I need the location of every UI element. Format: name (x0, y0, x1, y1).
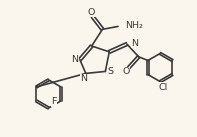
Text: O: O (88, 8, 95, 17)
Text: Cl: Cl (158, 83, 168, 92)
Text: N: N (72, 55, 79, 64)
Text: N: N (80, 74, 87, 83)
Text: O: O (122, 67, 130, 76)
Text: N: N (131, 38, 138, 48)
Text: NH₂: NH₂ (125, 21, 143, 30)
Text: F: F (51, 97, 57, 106)
Text: S: S (107, 67, 113, 76)
